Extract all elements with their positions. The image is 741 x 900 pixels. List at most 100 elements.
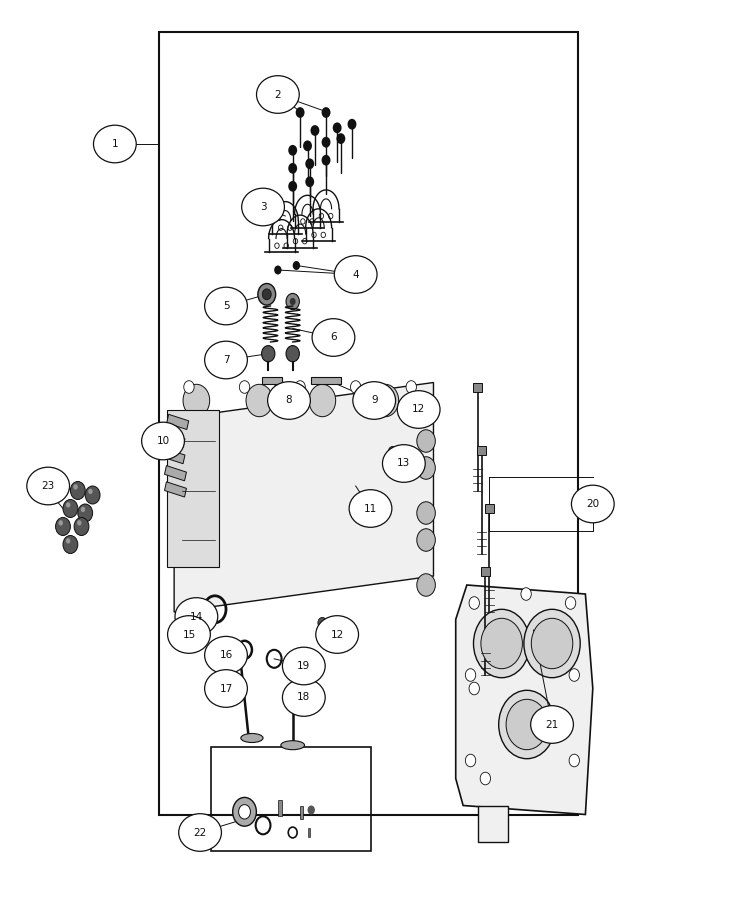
Text: 6: 6 [330,332,336,343]
Circle shape [303,140,312,151]
Circle shape [305,158,314,169]
Bar [163,448,185,464]
Text: 11: 11 [364,503,377,514]
Circle shape [481,618,522,669]
Ellipse shape [416,502,435,524]
Circle shape [66,538,70,544]
Text: 9: 9 [371,395,377,406]
Circle shape [473,609,530,678]
Ellipse shape [179,814,222,851]
Circle shape [305,176,314,187]
Circle shape [296,107,305,118]
Circle shape [295,381,305,393]
Text: 18: 18 [297,692,310,703]
Bar [300,806,303,819]
Ellipse shape [205,670,247,707]
Circle shape [521,588,531,600]
Circle shape [565,597,576,609]
Bar [159,32,578,814]
Text: 13: 13 [397,458,411,469]
Ellipse shape [397,391,440,428]
Circle shape [465,754,476,767]
Text: 12: 12 [412,404,425,415]
Text: 21: 21 [545,719,559,730]
Circle shape [188,617,209,643]
Ellipse shape [282,647,325,685]
Circle shape [74,518,89,536]
Text: 4: 4 [353,269,359,280]
Ellipse shape [242,188,285,226]
Circle shape [388,446,397,457]
Text: 1: 1 [112,139,118,149]
Circle shape [372,384,399,417]
Ellipse shape [382,445,425,482]
Ellipse shape [268,382,310,419]
Circle shape [318,617,327,628]
Text: 3: 3 [260,202,266,212]
Ellipse shape [571,485,614,523]
Circle shape [239,805,250,819]
Circle shape [406,381,416,393]
Circle shape [288,181,297,192]
Circle shape [290,298,296,305]
Ellipse shape [349,490,392,527]
Text: 23: 23 [41,481,55,491]
Ellipse shape [416,430,435,452]
Ellipse shape [27,467,70,505]
Ellipse shape [416,529,435,551]
Text: 8: 8 [286,395,292,406]
Ellipse shape [205,341,247,379]
Bar [308,828,310,837]
Ellipse shape [142,422,185,460]
Circle shape [66,502,70,508]
Text: 16: 16 [219,650,233,661]
Circle shape [465,669,476,681]
Bar [165,482,187,497]
Circle shape [81,507,85,512]
Ellipse shape [353,382,396,419]
Ellipse shape [241,734,263,742]
Text: 10: 10 [156,436,170,446]
Bar [262,377,282,384]
Circle shape [308,806,315,814]
Circle shape [286,293,299,310]
Polygon shape [456,585,593,814]
Circle shape [348,119,356,130]
Bar [481,567,490,576]
Bar [165,465,187,481]
Bar [485,504,494,513]
Circle shape [286,346,299,362]
Ellipse shape [282,679,325,716]
Ellipse shape [256,76,299,113]
Circle shape [73,484,78,490]
Ellipse shape [316,616,359,653]
Circle shape [469,597,479,609]
Text: 7: 7 [223,355,229,365]
Circle shape [499,690,555,759]
Text: 17: 17 [219,683,233,694]
Circle shape [288,145,297,156]
Circle shape [322,137,330,148]
Circle shape [183,384,210,417]
Circle shape [336,133,345,144]
Circle shape [333,122,342,133]
Bar [167,410,219,567]
Ellipse shape [334,256,377,293]
Circle shape [59,520,63,526]
Circle shape [70,482,85,500]
Circle shape [480,772,491,785]
Ellipse shape [312,319,355,356]
Ellipse shape [93,125,136,163]
Circle shape [262,289,271,300]
Circle shape [88,489,93,494]
Bar [473,382,482,392]
Circle shape [506,699,548,750]
Ellipse shape [167,616,210,653]
Circle shape [531,618,573,669]
Polygon shape [174,382,433,612]
Circle shape [407,400,416,410]
Circle shape [293,261,300,270]
Bar [278,800,282,816]
Circle shape [262,346,275,362]
Circle shape [193,624,204,636]
